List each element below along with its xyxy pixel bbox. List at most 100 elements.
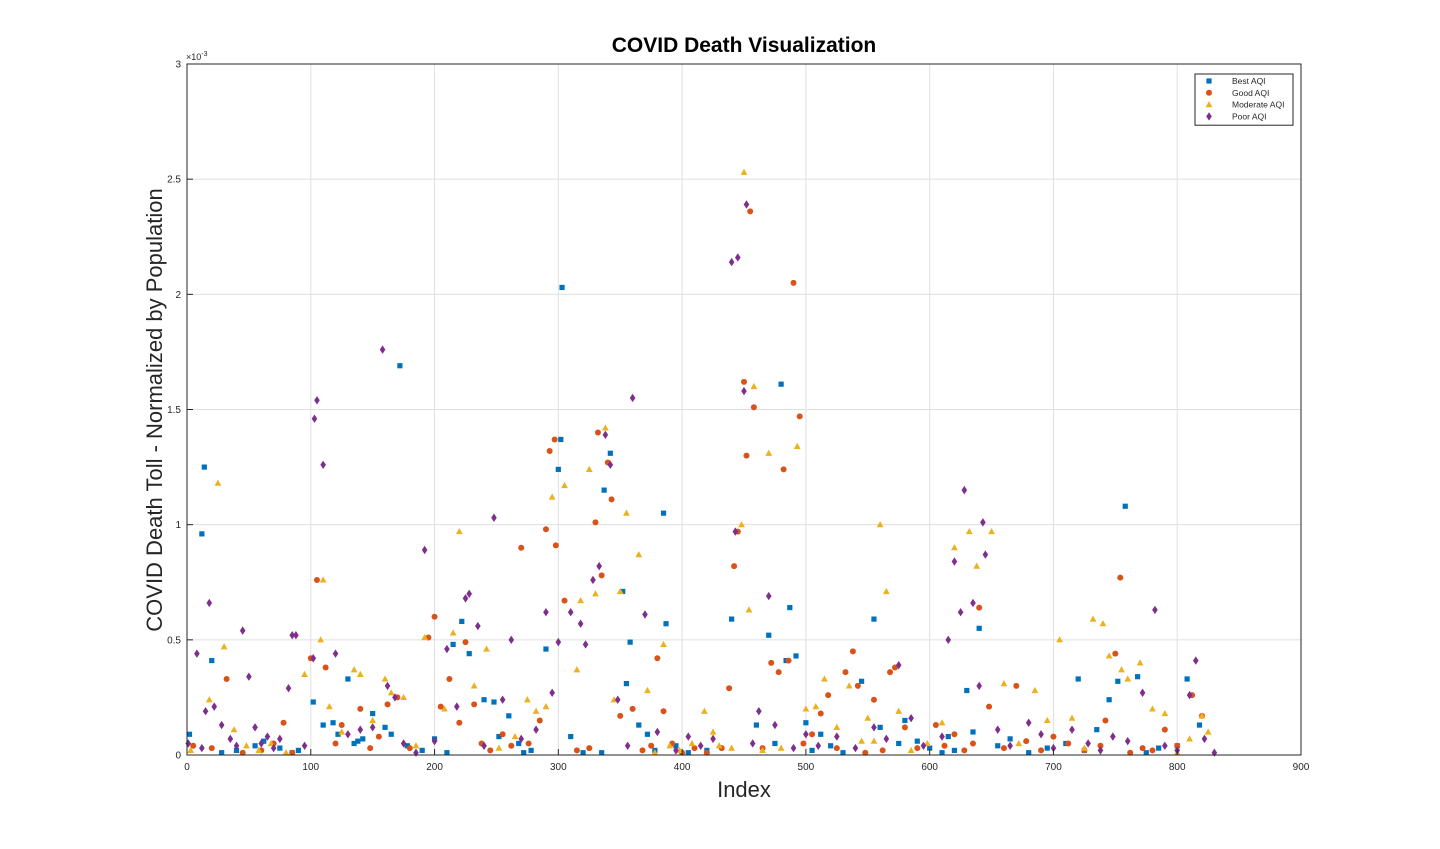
data-point bbox=[267, 739, 275, 747]
data-point bbox=[205, 696, 213, 703]
data-point bbox=[1162, 741, 1168, 750]
data-point bbox=[747, 208, 754, 215]
data-point bbox=[1211, 748, 1218, 757]
data-point bbox=[277, 734, 283, 744]
data-point bbox=[282, 749, 290, 756]
data-point bbox=[644, 686, 651, 694]
data-point bbox=[726, 685, 733, 692]
data-point bbox=[1122, 503, 1128, 509]
data-point bbox=[602, 430, 609, 440]
data-point bbox=[648, 742, 655, 749]
data-point bbox=[1112, 650, 1119, 657]
data-point bbox=[629, 393, 636, 403]
data-point bbox=[951, 731, 958, 738]
data-point bbox=[1056, 636, 1064, 643]
data-point bbox=[939, 750, 945, 756]
data-point bbox=[800, 740, 807, 747]
data-point bbox=[766, 632, 772, 638]
series-moderate-aqi bbox=[187, 168, 1212, 756]
axis-ticks: 0 100 200 300 400 500 600 700 800 900 0 0.5 1 1.5 2 2.5… bbox=[167, 60, 1310, 774]
data-point bbox=[1007, 736, 1013, 742]
data-point bbox=[685, 750, 691, 756]
data-point bbox=[199, 531, 205, 537]
data-point bbox=[673, 743, 679, 749]
data-point bbox=[219, 750, 225, 756]
data-point bbox=[642, 610, 648, 619]
data-point bbox=[444, 644, 450, 654]
data-point bbox=[697, 741, 704, 750]
data-point bbox=[1099, 620, 1107, 627]
data-point bbox=[483, 645, 490, 652]
data-point bbox=[1127, 749, 1134, 756]
data-point bbox=[772, 720, 778, 730]
data-point bbox=[1156, 745, 1162, 751]
legend-label: Moderate AQI bbox=[1232, 100, 1284, 110]
data-point bbox=[590, 575, 596, 585]
data-point bbox=[561, 481, 568, 489]
data-point bbox=[654, 655, 661, 662]
data-point bbox=[1094, 727, 1100, 733]
data-point bbox=[239, 626, 246, 635]
data-point bbox=[230, 726, 238, 733]
data-point bbox=[400, 739, 407, 748]
data-point bbox=[325, 703, 333, 710]
data-point bbox=[901, 724, 908, 731]
data-point bbox=[745, 606, 753, 613]
data-point bbox=[882, 587, 890, 595]
data-point bbox=[379, 345, 386, 354]
data-point bbox=[577, 619, 584, 628]
y-tick-label: 1.5 bbox=[167, 405, 181, 416]
data-point bbox=[961, 485, 968, 495]
data-points bbox=[185, 168, 1218, 757]
data-point bbox=[421, 633, 429, 641]
data-point bbox=[741, 386, 747, 396]
data-point bbox=[536, 717, 543, 724]
data-point bbox=[825, 692, 832, 699]
data-point bbox=[620, 588, 626, 595]
data-point bbox=[756, 707, 762, 716]
data-point bbox=[243, 742, 250, 749]
data-point bbox=[345, 730, 351, 739]
data-point bbox=[208, 745, 215, 752]
data-point bbox=[431, 736, 438, 746]
data-point bbox=[654, 727, 661, 737]
data-point bbox=[252, 743, 258, 749]
data-point bbox=[728, 744, 736, 751]
data-point bbox=[419, 747, 425, 753]
data-point bbox=[551, 436, 558, 443]
data-point bbox=[994, 725, 1001, 734]
data-point bbox=[1149, 705, 1156, 712]
data-point bbox=[293, 631, 299, 640]
data-point bbox=[1149, 747, 1156, 754]
data-point bbox=[319, 576, 327, 583]
data-point bbox=[840, 750, 846, 756]
data-point bbox=[818, 731, 824, 737]
data-point bbox=[223, 675, 230, 682]
data-point bbox=[375, 733, 382, 740]
data-point bbox=[201, 464, 207, 470]
data-point bbox=[731, 563, 738, 570]
data-point bbox=[1192, 656, 1199, 665]
data-point bbox=[1201, 734, 1208, 744]
data-point bbox=[388, 731, 394, 737]
data-point bbox=[852, 743, 859, 753]
data-point bbox=[740, 168, 748, 175]
data-point bbox=[491, 699, 497, 705]
data-point bbox=[437, 703, 444, 710]
data-point bbox=[555, 466, 561, 472]
data-point bbox=[295, 747, 301, 753]
data-point bbox=[549, 688, 555, 698]
data-point bbox=[700, 707, 708, 714]
data-point bbox=[412, 742, 420, 749]
data-point bbox=[809, 747, 815, 753]
data-point bbox=[1068, 714, 1076, 721]
data-point bbox=[965, 527, 973, 535]
x-tick-label: 100 bbox=[302, 762, 319, 773]
data-point bbox=[732, 527, 739, 536]
data-point bbox=[233, 741, 240, 750]
data-point bbox=[462, 639, 469, 646]
data-point bbox=[567, 607, 574, 617]
data-point bbox=[382, 724, 388, 730]
